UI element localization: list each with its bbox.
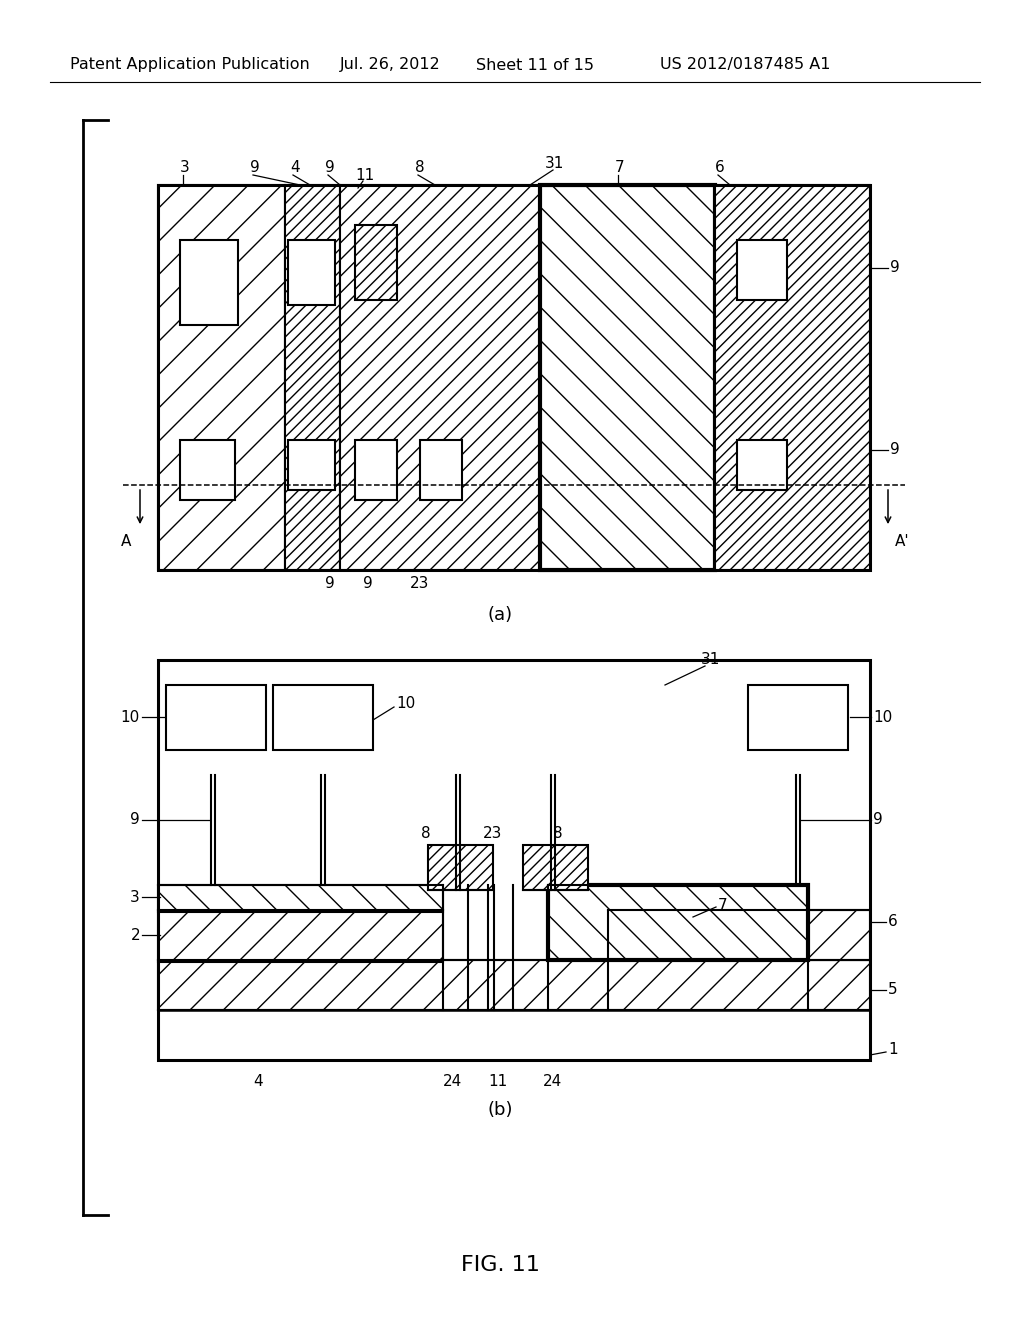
Text: 11: 11 [488, 1074, 508, 1089]
Text: 8: 8 [421, 825, 431, 841]
Text: 8: 8 [553, 825, 563, 841]
Text: 5: 5 [888, 982, 898, 998]
Bar [428, 845, 493, 890]
Text: 2: 2 [130, 928, 140, 942]
Text: 9: 9 [326, 576, 335, 590]
Text: A': A' [895, 533, 909, 549]
Bar [288, 240, 335, 305]
Bar [737, 440, 787, 490]
Text: (a): (a) [487, 606, 513, 624]
Text: 3: 3 [180, 161, 189, 176]
Text: 31: 31 [546, 156, 564, 170]
Bar [180, 440, 234, 500]
Text: 31: 31 [700, 652, 720, 668]
Text: 9: 9 [890, 442, 900, 458]
Bar [355, 224, 397, 300]
Bar [158, 909, 443, 962]
Text: 24: 24 [544, 1074, 562, 1089]
Bar [166, 685, 266, 750]
Bar [158, 960, 870, 1010]
Bar [158, 185, 870, 570]
Bar [737, 240, 787, 300]
Text: 9: 9 [364, 576, 373, 590]
Text: 9: 9 [326, 161, 335, 176]
Bar [523, 845, 588, 890]
Text: 9: 9 [250, 161, 260, 176]
Bar [180, 240, 238, 325]
Text: 23: 23 [411, 576, 430, 590]
Text: 10: 10 [396, 696, 416, 710]
Bar [158, 660, 870, 1060]
Text: Jul. 26, 2012: Jul. 26, 2012 [340, 58, 440, 73]
Text: 7: 7 [718, 898, 728, 912]
Bar [273, 685, 373, 750]
Text: 10: 10 [121, 710, 140, 725]
Text: Sheet 11 of 15: Sheet 11 of 15 [476, 58, 594, 73]
Bar [285, 185, 340, 570]
Text: (b): (b) [487, 1101, 513, 1119]
Text: 6: 6 [715, 161, 725, 176]
Text: US 2012/0187485 A1: US 2012/0187485 A1 [659, 58, 830, 73]
Bar [548, 884, 808, 960]
Text: 23: 23 [483, 825, 503, 841]
Text: 1: 1 [888, 1043, 898, 1057]
Bar [158, 884, 443, 912]
Text: 9: 9 [890, 260, 900, 276]
Bar [158, 1010, 870, 1060]
Text: 10: 10 [873, 710, 892, 725]
Bar [748, 685, 848, 750]
Text: Patent Application Publication: Patent Application Publication [70, 58, 310, 73]
Text: FIG. 11: FIG. 11 [461, 1255, 540, 1275]
Bar [340, 185, 540, 570]
Text: A: A [121, 533, 131, 549]
Text: 3: 3 [130, 890, 140, 904]
Text: 4: 4 [290, 161, 300, 176]
Bar [355, 440, 397, 500]
Text: 9: 9 [130, 813, 140, 828]
Text: 9: 9 [873, 813, 883, 828]
Bar [715, 185, 870, 570]
Text: 6: 6 [888, 915, 898, 929]
Bar [158, 185, 285, 570]
Bar [420, 440, 462, 500]
Bar [288, 440, 335, 490]
Bar [540, 185, 715, 570]
Bar [608, 909, 870, 960]
Text: 7: 7 [615, 161, 625, 176]
Text: 11: 11 [355, 168, 375, 182]
Text: 8: 8 [415, 161, 425, 176]
Text: 4: 4 [253, 1074, 263, 1089]
Text: 24: 24 [443, 1074, 463, 1089]
